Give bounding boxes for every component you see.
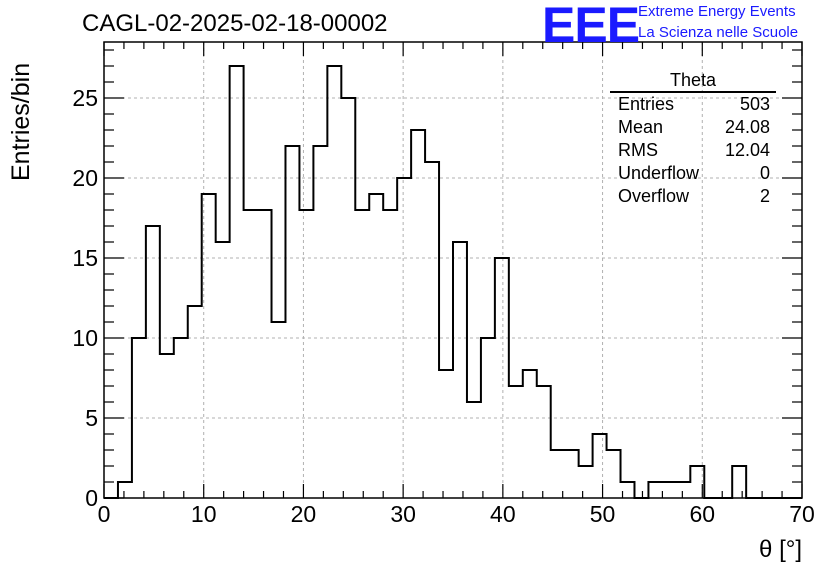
stats-box: Theta Entries 503 Mean 24.08 RMS 12.04 U…	[610, 70, 776, 208]
y-axis-label: Entries/bin	[7, 62, 35, 181]
stats-value: 12.04	[724, 140, 770, 160]
x-tick-label: 10	[191, 501, 217, 527]
stats-row-underflow: Underflow 0	[610, 162, 776, 185]
stats-value: 24.08	[724, 117, 770, 137]
logo-line-2: La Scienza nelle Scuole	[638, 24, 799, 41]
x-tick-label: 30	[390, 501, 416, 527]
x-tick-label: 40	[490, 501, 516, 527]
y-tick-label: 5	[85, 405, 98, 431]
plot-frame	[103, 41, 803, 499]
stats-label: Mean	[618, 117, 664, 137]
stats-row-rms: RMS 12.04	[610, 139, 776, 162]
stats-label: Overflow	[618, 186, 690, 206]
chart-title: CAGL-02-2025-02-18-00002	[82, 10, 388, 37]
stats-row-entries: Entries 503	[610, 93, 776, 116]
y-axis-label-wrap: Entries/bin	[7, 63, 37, 211]
x-tick-label: 50	[590, 501, 616, 527]
x-tick-label: 0	[98, 501, 111, 527]
y-tick-label: 10	[72, 325, 98, 351]
stats-label: Entries	[618, 94, 675, 114]
y-tick-label: 15	[72, 245, 98, 271]
logo-line-1: Extreme Energy Events	[638, 3, 796, 20]
stats-row-overflow: Overflow 2	[610, 185, 776, 208]
y-tick-label: 0	[85, 485, 98, 511]
y-tick-label: 20	[72, 165, 98, 191]
eee-logo: EEE	[542, 0, 640, 53]
stats-value: 2	[759, 186, 770, 206]
histogram-outline	[104, 65, 802, 499]
x-tick-label: 60	[689, 501, 715, 527]
stats-value: 503	[739, 94, 770, 114]
stats-row-mean: Mean 24.08	[610, 116, 776, 139]
stats-label: Underflow	[618, 163, 700, 183]
x-tick-label: 20	[291, 501, 317, 527]
stats-label: RMS	[618, 140, 658, 160]
y-tick-label: 25	[72, 85, 98, 111]
axis-ticks	[103, 42, 803, 499]
stats-title: Theta	[610, 70, 776, 93]
stats-value: 0	[759, 163, 770, 183]
x-tick-label: 70	[789, 501, 815, 527]
x-axis-label: θ [°]	[759, 536, 802, 563]
